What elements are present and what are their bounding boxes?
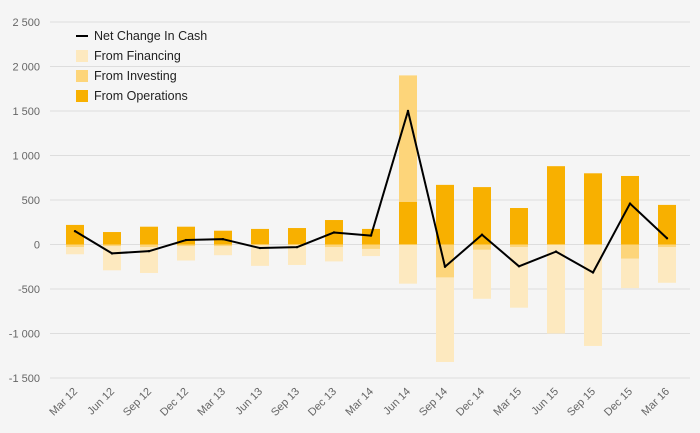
bar-from-investing — [362, 244, 380, 249]
net-change-point — [332, 231, 336, 234]
net-change-point — [184, 238, 188, 242]
bar-from-investing — [473, 244, 491, 250]
bar-from-operations — [103, 232, 121, 245]
net-change-point — [480, 233, 484, 236]
legend-label-from-investing: From Investing — [94, 69, 177, 83]
bar-from-investing — [103, 244, 121, 247]
x-tick-label: Sep 15 — [565, 386, 598, 419]
bar-from-operations — [288, 228, 306, 245]
bar-from-operations — [214, 230, 232, 245]
bar-from-financing — [140, 247, 158, 273]
legend: Net Change In Cash From Financing From Inv… — [76, 29, 207, 103]
bar-from-financing — [658, 247, 676, 283]
bar-from-financing — [547, 244, 565, 334]
net-change-point — [591, 271, 595, 274]
net-change-point — [443, 265, 447, 268]
x-tick-label: Jun 15 — [529, 386, 561, 418]
legend-swatch-from-operations — [76, 90, 88, 102]
net-change-point — [147, 249, 151, 253]
x-tick-label: Sep 14 — [417, 386, 450, 419]
bar-from-operations — [547, 166, 565, 245]
bar-from-financing — [177, 246, 195, 261]
bar-from-investing — [399, 75, 417, 202]
y-tick-label: 1 500 — [12, 106, 40, 118]
x-tick-label: Sep 12 — [121, 386, 154, 419]
legend-label-from-operations: From Operations — [94, 89, 188, 103]
bar-from-financing — [325, 247, 343, 262]
bar-from-operations — [584, 173, 602, 245]
net-change-point — [369, 234, 373, 237]
bar-from-financing — [510, 247, 528, 308]
x-tick-label: Mar 12 — [47, 386, 80, 419]
x-tick-label: Mar 16 — [639, 386, 672, 419]
net-change-point — [554, 250, 558, 253]
bar-from-financing — [621, 258, 639, 289]
legend-swatch-from-financing — [76, 50, 88, 62]
bar-from-investing — [325, 244, 343, 248]
bar-from-financing — [251, 244, 269, 266]
bars — [66, 75, 676, 362]
net-change-point — [665, 237, 669, 240]
bar-from-operations — [621, 175, 639, 245]
bar-from-financing — [214, 246, 232, 256]
bar-from-operations — [436, 184, 454, 245]
y-tick-label: 1 000 — [12, 151, 40, 163]
bar-from-financing — [362, 248, 380, 257]
bar-from-operations — [140, 226, 158, 245]
y-tick-label: 0 — [34, 240, 40, 252]
bar-from-operations — [399, 201, 417, 245]
net-change-line-layer — [73, 109, 669, 274]
bar-from-financing — [66, 247, 84, 255]
x-tick-label: Dec 15 — [602, 386, 635, 419]
net-change-point — [221, 237, 225, 241]
bar-from-operations — [251, 228, 269, 245]
x-tick-label: Jun 14 — [381, 386, 413, 418]
bar-from-investing — [621, 244, 639, 259]
net-change-point — [110, 252, 114, 255]
legend-label-from-financing: From Financing — [94, 49, 181, 63]
bar-from-investing — [436, 244, 454, 278]
legend-swatch-from-investing — [76, 70, 88, 82]
net-change-point — [517, 265, 521, 268]
x-tick-label: Jun 12 — [85, 386, 117, 418]
x-tick-label: Dec 13 — [306, 386, 339, 419]
net-change-point — [406, 109, 410, 113]
x-tick-label: Mar 14 — [343, 386, 376, 419]
x-tick-label: Dec 12 — [158, 386, 191, 419]
y-tick-label: 2 500 — [12, 17, 40, 29]
bar-from-operations — [510, 208, 528, 245]
bar-from-financing — [288, 244, 306, 265]
net-change-point — [73, 229, 77, 233]
y-axis: 2 500 2 000 1 500 1 000 500 0 -500 -1 000 -1 500 — [9, 17, 40, 385]
bar-from-operations — [66, 224, 84, 245]
y-tick-label: 2 000 — [12, 62, 40, 74]
bar-from-financing — [473, 249, 491, 299]
bar-from-financing — [436, 277, 454, 362]
y-tick-label: -500 — [18, 284, 40, 296]
bar-from-investing — [177, 244, 195, 247]
net-change-point — [295, 245, 299, 249]
bar-from-investing — [66, 244, 84, 248]
net-change-point — [258, 246, 262, 250]
bar-from-investing — [510, 244, 528, 248]
y-tick-label: 500 — [22, 195, 40, 207]
y-tick-label: -1 500 — [9, 373, 40, 385]
x-axis: Mar 12 Jun 12 Sep 12 Dec 12 Mar 13 Jun 13 Sep … — [47, 386, 672, 419]
bar-from-financing — [399, 244, 417, 284]
x-tick-label: Jun 13 — [233, 386, 265, 418]
x-tick-label: Mar 15 — [491, 386, 524, 419]
x-tick-label: Mar 13 — [195, 386, 228, 419]
legend-label-net-change-in-cash: Net Change In Cash — [94, 29, 207, 43]
bar-from-investing — [140, 244, 158, 248]
bar-from-operations — [473, 187, 491, 245]
bar-from-investing — [214, 244, 232, 247]
y-tick-label: -1 000 — [9, 329, 40, 341]
bar-from-investing — [658, 244, 676, 248]
net-change-point — [628, 202, 632, 205]
x-tick-label: Dec 14 — [454, 386, 487, 419]
x-tick-label: Sep 13 — [269, 386, 302, 419]
